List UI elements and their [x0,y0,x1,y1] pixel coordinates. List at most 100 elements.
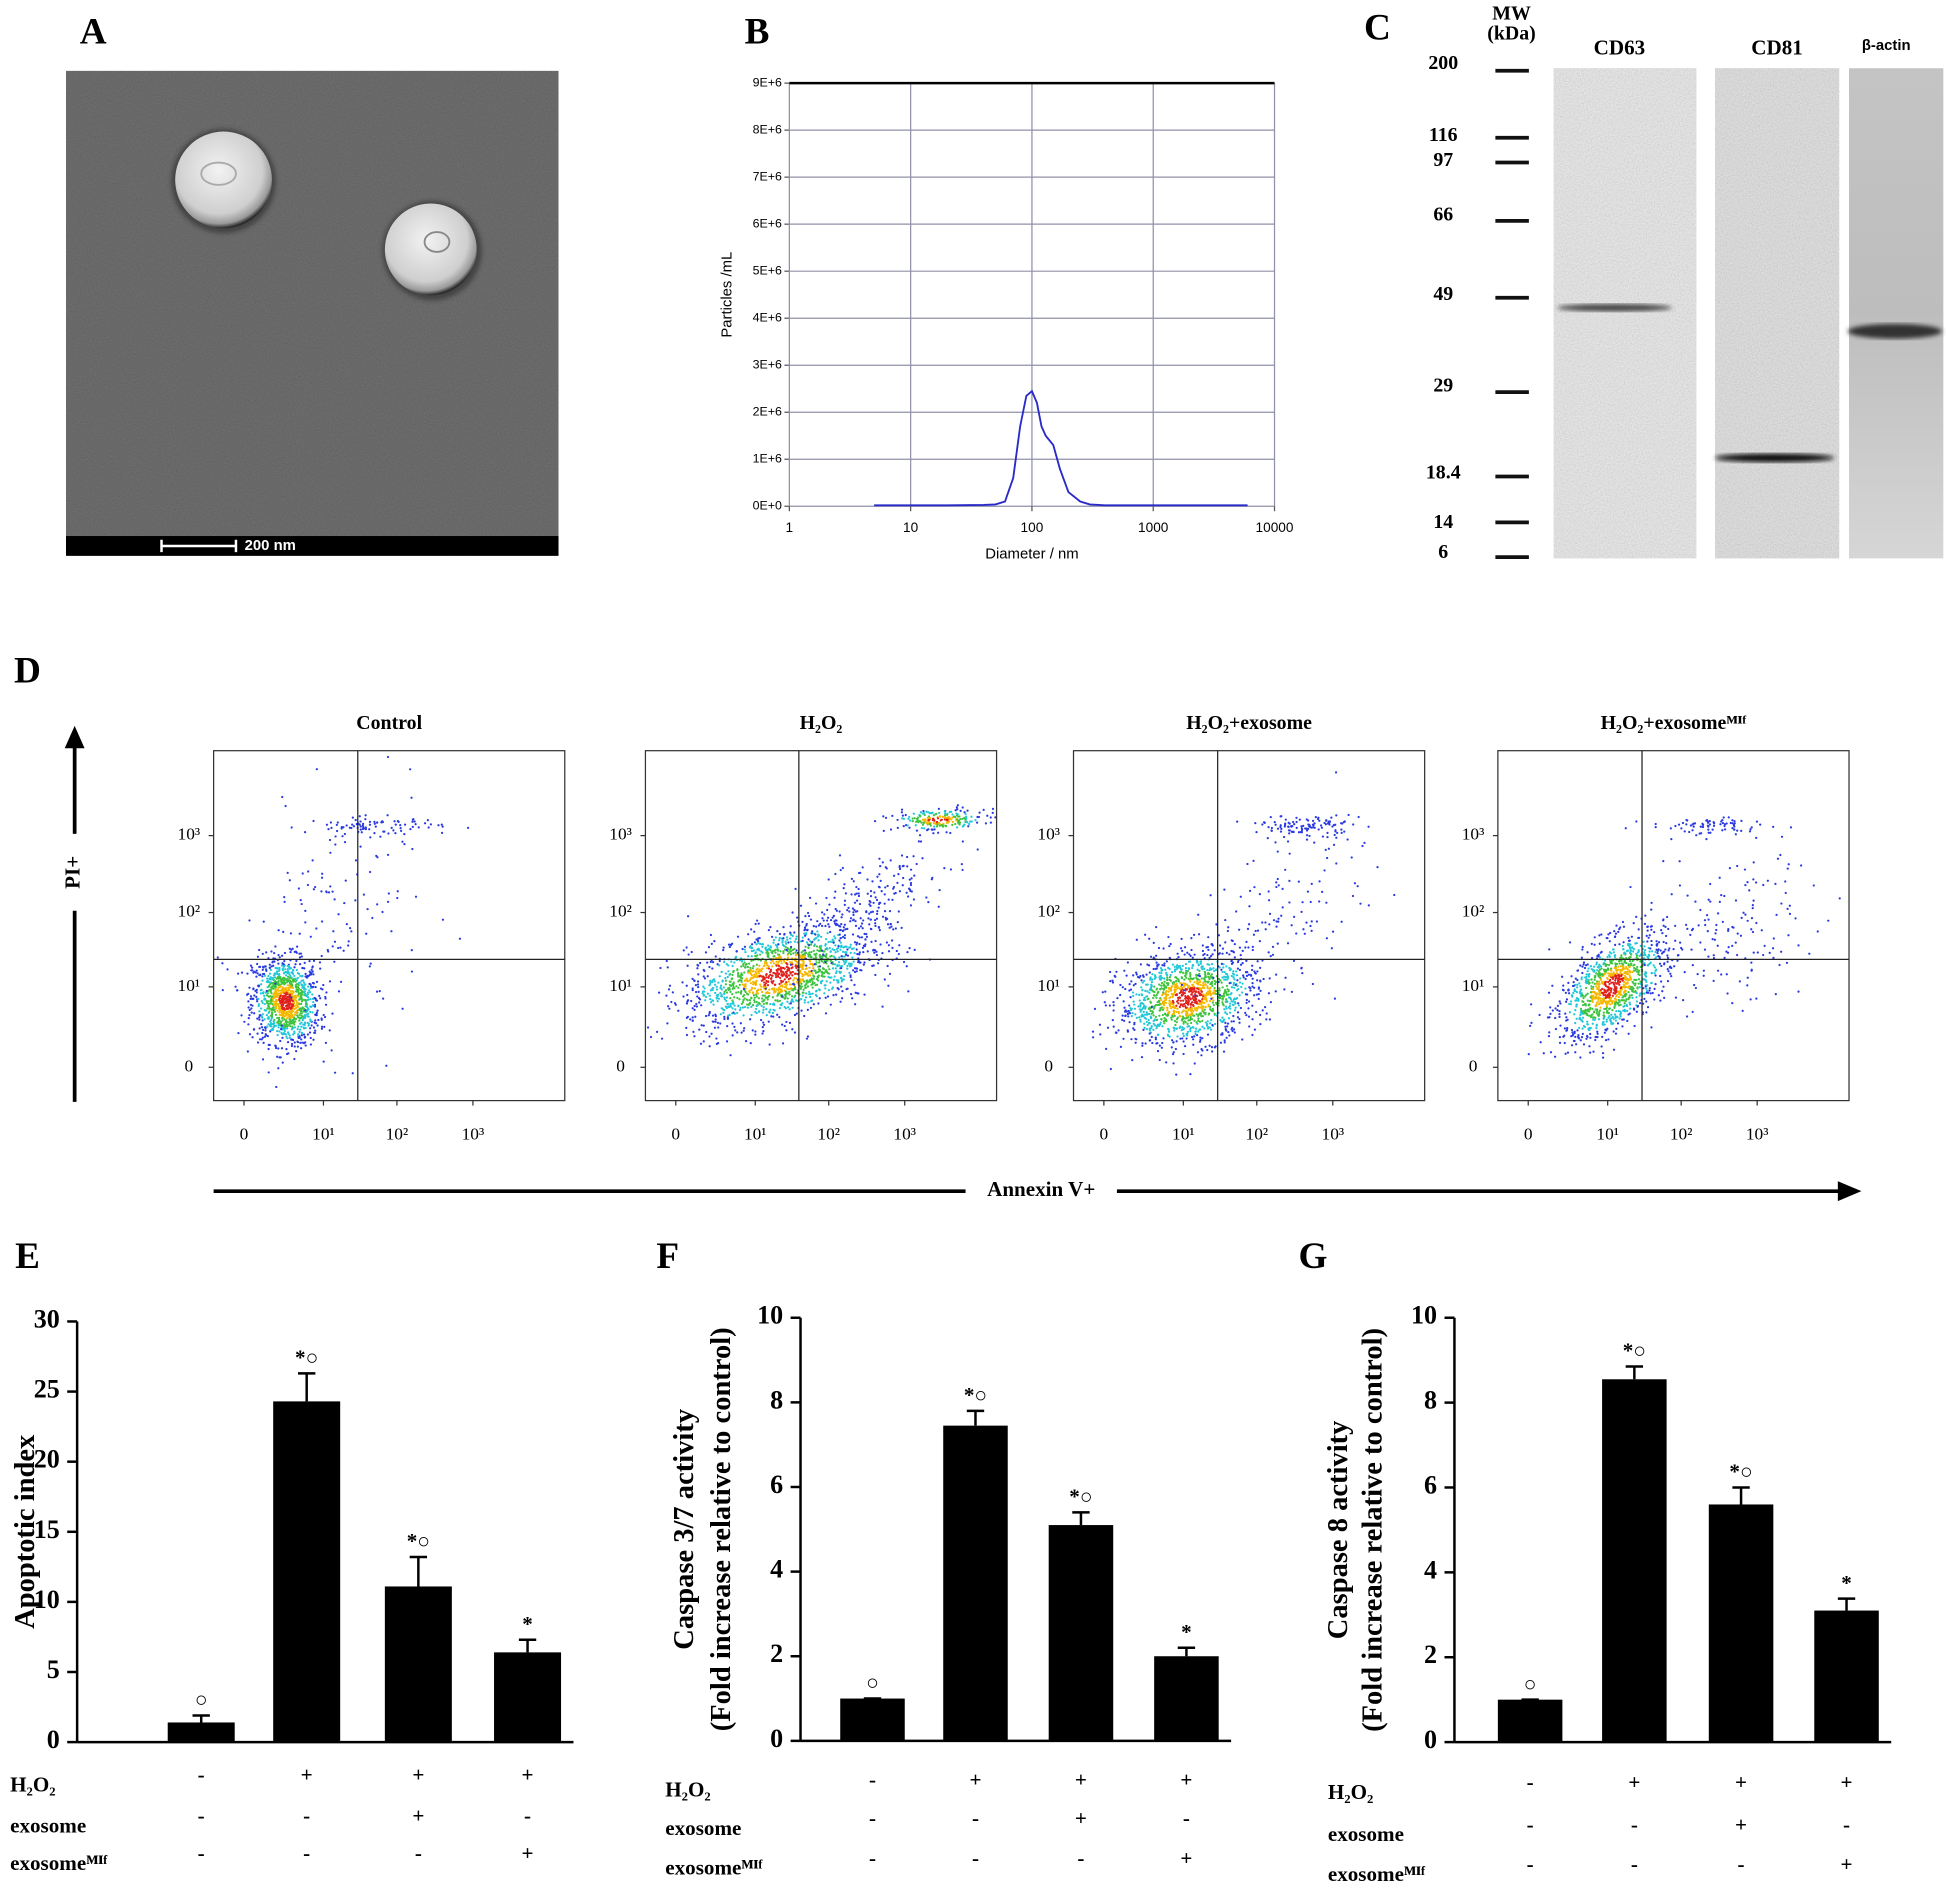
event-dot [1340,831,1343,834]
event-dot [799,969,802,972]
event-dot [1275,973,1278,976]
event-dot [1284,822,1287,825]
event-dot [728,988,731,991]
event-dot [258,1027,261,1030]
event-dot [682,995,685,998]
event-dot [409,768,412,771]
event-dot [876,910,879,913]
event-dot [826,916,830,919]
event-dot [261,975,264,978]
event-dot [1188,960,1192,963]
event-dot [1163,980,1166,983]
event-dot [266,1025,269,1028]
event-dot [287,1052,290,1055]
panel-label: C [1364,8,1391,49]
event-dot [809,995,812,999]
event-dot [278,1056,281,1059]
event-dot [854,910,857,913]
event-dot [1171,995,1174,998]
event-dot [856,935,860,938]
event-dot [834,890,837,893]
event-dot [1150,980,1154,984]
event-dot [320,1027,324,1030]
event-dot [1172,993,1175,996]
event-dot [288,1020,291,1024]
event-dot [1199,960,1203,963]
event-dot [295,951,298,954]
event-dot [1367,825,1370,828]
event-dot [1138,1016,1141,1019]
event-dot [304,983,307,986]
event-dot [704,1014,708,1018]
event-dot [285,1025,289,1028]
event-dot [1183,1002,1186,1006]
event-dot [1201,965,1204,968]
event-dot [221,989,224,992]
event-dot [263,994,266,997]
event-dot [801,920,804,924]
event-dot [285,1007,289,1011]
event-dot [385,1064,388,1067]
event-dot [279,1006,282,1009]
event-dot [1254,929,1257,933]
event-dot [834,967,838,970]
event-dot [874,896,877,899]
event-dot [808,990,811,994]
event-dot [726,975,729,979]
event-dot [1187,1007,1191,1011]
event-dot [1131,1059,1134,1062]
event-dot [938,821,941,825]
event-dot [1225,990,1228,994]
event-dot [1200,990,1204,993]
event-dot [288,1022,291,1026]
event-dot [1158,1058,1161,1062]
event-dot [780,970,783,973]
event-dot [873,918,877,922]
event-dot [317,1018,320,1022]
flow-plot-title: Control [356,712,422,734]
mw-title: MW [1492,2,1531,24]
event-dot [297,986,300,989]
event-dot [817,924,821,927]
event-dot [286,1037,289,1040]
event-dot [821,911,824,914]
event-dot [286,1041,290,1044]
event-dot [817,1002,820,1005]
event-dot [646,1026,650,1029]
event-dot [919,840,923,843]
event-dot [1202,993,1205,996]
event-dot [854,893,857,896]
event-dot [1270,829,1273,832]
event-dot [1204,994,1208,997]
event-dot [236,972,240,975]
event-dot [247,992,250,996]
event-dot [1213,1046,1216,1049]
event-dot [1262,977,1265,981]
event-dot [765,967,769,970]
event-dot [283,895,286,899]
event-dot [800,982,803,985]
event-dot [989,821,992,824]
event-dot [782,926,785,929]
event-dot [1393,893,1396,897]
event-dot [288,973,291,976]
event-dot [725,999,728,1002]
event-dot [772,941,775,944]
event-dot [1149,976,1152,979]
event-dot [1265,1018,1268,1021]
event-dot [1196,1051,1200,1054]
event-dot [954,822,957,826]
event-dot [767,928,771,932]
event-dot [315,980,319,983]
event-dot [927,900,930,904]
event-dot [937,831,940,834]
event-dot [1175,1040,1178,1043]
event-dot [248,986,251,989]
event-dot [269,1024,272,1027]
event-dot [274,973,277,976]
event-dot [1147,1018,1150,1022]
event-dot [685,1026,688,1030]
event-dot [1210,973,1213,976]
event-dot [235,989,239,992]
event-dot [237,1031,240,1035]
